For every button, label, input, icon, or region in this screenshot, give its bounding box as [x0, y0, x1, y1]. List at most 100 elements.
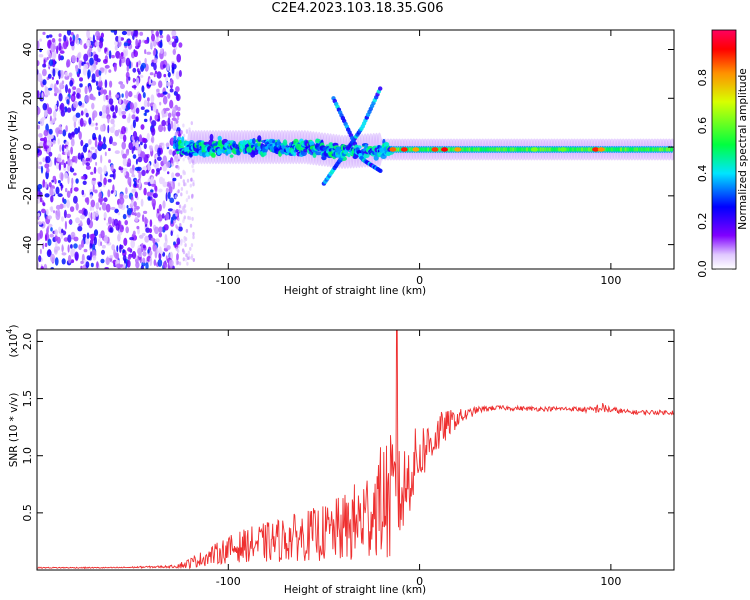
noise-cell: [154, 159, 157, 164]
band-core: [466, 147, 469, 152]
noise-cell: [150, 40, 154, 49]
band-cell: [272, 140, 276, 144]
noise-cell: [79, 77, 83, 82]
noise-cell: [91, 177, 97, 181]
noise-cell: [92, 184, 95, 193]
band-core: [511, 147, 515, 152]
noise-cell: [68, 219, 73, 225]
noise-cell: [87, 69, 91, 78]
noise-cell: [174, 38, 179, 43]
band-core: [619, 147, 623, 152]
noise-cell: [163, 73, 167, 78]
band-core: [427, 147, 430, 152]
noise-cell: [177, 217, 180, 222]
noise-cell: [86, 197, 90, 205]
noise-cell: [134, 191, 138, 199]
noise-cell: [44, 242, 48, 248]
noise-cell: [86, 255, 91, 261]
noise-cell: [135, 140, 139, 150]
noise-cell: [183, 215, 186, 220]
noise-cell: [161, 213, 165, 219]
noise-cell: [152, 39, 157, 47]
noise-cell: [173, 219, 177, 224]
noise-cell: [114, 105, 118, 114]
noise-cell: [113, 63, 117, 72]
noise-cell: [103, 136, 106, 145]
noise-cell: [37, 124, 40, 130]
band-core: [546, 147, 550, 152]
band-core: [622, 147, 625, 152]
noise-cell: [49, 187, 54, 196]
noise-cell: [135, 107, 140, 114]
noise-cell: [118, 167, 124, 171]
noise-cell: [69, 80, 74, 87]
noise-cell: [67, 234, 72, 243]
noise-cell: [162, 91, 168, 95]
noise-cell: [151, 198, 156, 208]
noise-cell: [73, 195, 78, 204]
noise-cell: [149, 178, 154, 185]
noise-cell: [88, 211, 91, 219]
noise-cell: [56, 100, 59, 108]
noise-cell: [190, 121, 193, 126]
noise-cell: [128, 113, 131, 122]
noise-cell: [138, 134, 143, 143]
noise-cell: [155, 173, 158, 177]
noise-cell: [154, 226, 159, 235]
heatmap-xlabel: Height of straight line (km): [284, 285, 426, 297]
band-core: [470, 147, 474, 152]
noise-cell: [154, 70, 158, 75]
noise-cell: [108, 69, 112, 73]
noise-cell: [155, 30, 159, 37]
noise-cell: [80, 214, 86, 220]
noise-cell: [169, 99, 174, 109]
noise-cell: [184, 209, 187, 214]
noise-cell: [143, 181, 149, 185]
noise-cell: [91, 152, 97, 160]
noise-cell: [180, 187, 184, 191]
noise-cell: [113, 249, 116, 257]
noise-cell: [51, 38, 56, 43]
noise-cell: [98, 79, 103, 88]
noise-cell: [114, 40, 118, 46]
noise-cell: [167, 208, 174, 212]
noise-cell: [183, 236, 186, 240]
noise-cell: [158, 226, 163, 233]
noise-cell: [76, 57, 79, 63]
noise-cell: [58, 38, 62, 42]
noise-cell: [177, 182, 181, 187]
band-core: [408, 147, 412, 152]
noise-cell: [85, 261, 90, 268]
noise-cell: [182, 250, 186, 255]
noise-cell: [135, 158, 138, 165]
noise-cell: [48, 59, 54, 67]
noise-cell: [84, 143, 89, 148]
noise-cell: [187, 195, 191, 200]
noise-cell: [175, 172, 181, 177]
noise-cell: [137, 156, 143, 163]
noise-cell: [149, 72, 154, 76]
noise-cell: [65, 84, 68, 94]
noise-cell: [67, 88, 71, 94]
noise-cell: [152, 49, 156, 56]
noise-cell: [56, 209, 61, 217]
noise-cell: [80, 260, 84, 265]
noise-cell: [75, 34, 78, 44]
noise-cell: [52, 175, 56, 181]
noise-cell: [149, 219, 153, 228]
noise-cell: [63, 34, 67, 43]
noise-cell: [59, 102, 65, 112]
noise-cell: [109, 136, 113, 145]
noise-cell: [143, 187, 147, 196]
noise-cell: [114, 150, 120, 155]
noise-cell: [79, 220, 83, 226]
noise-cell: [79, 117, 84, 127]
noise-cell: [61, 252, 67, 256]
noise-cell: [58, 162, 62, 171]
noise-cell: [120, 52, 124, 57]
noise-cell: [103, 234, 108, 244]
band-core: [498, 147, 501, 152]
noise-cell: [88, 139, 92, 145]
noise-cell: [60, 69, 64, 79]
noise-cell: [37, 183, 43, 190]
